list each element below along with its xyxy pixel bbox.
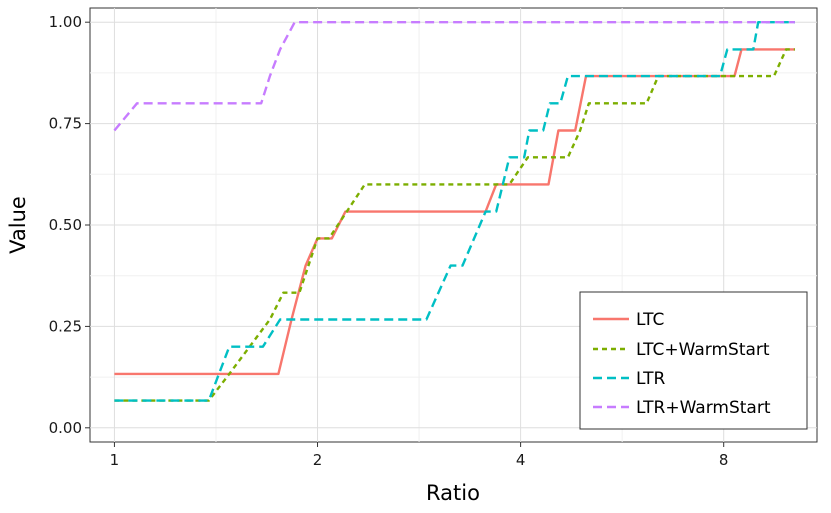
legend: LTC LTC+WarmStart LTR LTR+WarmStart	[579, 291, 808, 430]
legend-label-ltc-warmstart: LTC+WarmStart	[636, 340, 770, 360]
x-tick-label: 1	[110, 451, 120, 469]
legend-label-ltr-warmstart: LTR+WarmStart	[636, 398, 771, 418]
series-line-ltr-warmstart	[113, 21, 795, 132]
minor-grid	[90, 8, 817, 442]
y-tick-label: 0.00	[49, 419, 82, 437]
series-line-ltr	[114, 21, 795, 402]
x-tick-label: 4	[516, 451, 526, 469]
x-axis-title: Ratio	[426, 481, 480, 505]
legend-label-ltr: LTR	[636, 369, 666, 389]
series-layer	[113, 21, 795, 402]
legend-box	[579, 291, 808, 430]
y-axis-title: Value	[6, 196, 30, 254]
y-tick-label: 0.50	[49, 216, 82, 234]
legend-label-ltc: LTC	[636, 310, 664, 330]
y-tick-label: 1.00	[49, 13, 82, 31]
y-tick-label: 0.25	[49, 317, 82, 335]
y-axis-ticks: 0.00 0.25 0.50 0.75 1.00	[49, 13, 90, 437]
x-axis-ticks: 1 2 4 8	[110, 442, 729, 469]
x-tick-label: 2	[313, 451, 323, 469]
x-tick-label: 8	[719, 451, 729, 469]
y-tick-label: 0.75	[49, 115, 82, 133]
